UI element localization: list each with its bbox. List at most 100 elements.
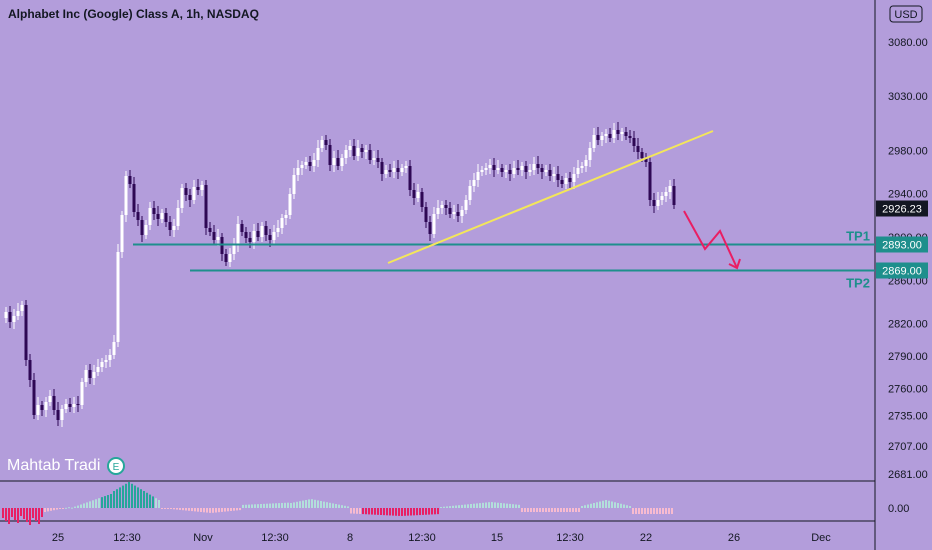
oscillator-bar [185,508,187,511]
oscillator-bar [605,500,607,508]
oscillator-bar [284,502,286,508]
candle-body [376,158,380,162]
candle-body [136,212,140,220]
candle-body [388,170,392,172]
oscillator-bar [41,508,43,517]
level-name-tp1: TP1 [846,229,870,244]
oscillator-bar [407,508,409,516]
oscillator-bar [551,508,553,512]
oscillator-bar [671,508,673,514]
price-tick-label: 2760.00 [888,384,928,396]
oscillator-bar [239,508,241,511]
oscillator-bar [62,508,64,509]
projection-arrowhead [728,258,741,270]
candle-body [544,170,548,172]
oscillator-bar [299,501,301,508]
oscillator-bar [26,508,28,522]
candle-body [212,232,216,240]
candle-body [360,148,364,152]
oscillator-bar [563,508,565,512]
candle-body [648,162,652,200]
price-tick-label: 2707.00 [888,441,928,453]
candle-body [120,215,124,252]
ascending-trendline[interactable] [387,130,714,264]
candle-body [560,180,564,184]
oscillator-bar [257,504,259,508]
price-tick-label: 2735.00 [888,411,928,423]
oscillator-bar [602,500,604,508]
time-tick-label: 25 [52,532,64,544]
oscillator-bar [80,504,82,508]
candle-body [656,200,660,206]
oscillator-bar [632,508,634,514]
oscillator-bar [347,506,349,508]
candle-body [660,196,664,200]
oscillator-bar [527,508,529,512]
candle-body [484,168,488,170]
candle-body [488,165,492,168]
candle-body [420,192,424,207]
svg-text:USD: USD [894,9,917,21]
candle-body [276,228,280,232]
oscillator-bar [197,508,199,512]
oscillator-bar [359,508,361,514]
oscillator-bar [221,508,223,512]
oscillator-bar [473,503,475,508]
oscillator-bar [554,508,556,512]
oscillator-bar [416,508,418,516]
oscillator-bar [374,508,376,515]
oscillator-bar [104,496,106,508]
candle-body [372,158,376,160]
svg-text:Mahtab Tradi: Mahtab Tradi [7,457,100,474]
oscillator-bar [599,501,601,508]
candle-body [348,146,352,150]
candle-body [480,170,484,172]
candle-body [384,170,388,174]
candle-body [608,134,612,138]
oscillator-bar [302,500,304,508]
oscillator-bar [398,508,400,516]
oscillator-bar [152,496,154,508]
oscillator-bar [587,504,589,508]
time-axis-ticks: 25 12:30 Nov 12:30 8 12:30 15 12:30 22 26 Dec [52,532,831,544]
oscillator-bar [590,503,592,508]
oscillator-bar [275,503,277,508]
candle-body [116,252,120,342]
oscillator-bar [428,508,430,515]
oscillator-bar [467,504,469,508]
oscillator-bar [2,508,4,518]
symbol-title: Alphabet Inc (Google) Class A, 1h, NASDA… [8,7,259,21]
candle-body [296,168,300,175]
oscillator-bar [293,502,295,508]
candle-body [628,136,632,138]
candle-body [464,200,468,210]
candle-body [460,210,464,216]
candle-body [652,200,656,206]
candle-body [248,238,252,242]
projection-arrow[interactable] [683,210,738,269]
candle-body [12,316,16,322]
candle-body [496,168,500,170]
candle-body [228,254,232,262]
oscillator-bar [218,508,220,513]
oscillator-bar [137,487,139,508]
oscillator-bar [404,508,406,516]
oscillator-bar [50,508,52,511]
oscillator-bar [158,500,160,508]
oscillator-bar [485,502,487,508]
currency-badge[interactable]: USD [889,5,923,23]
oscillator-bar [506,503,508,508]
candle-body [604,134,608,136]
candle-body [96,367,100,372]
candle-body [472,180,476,186]
oscillator-bar [614,502,616,508]
oscillator-bar [635,508,637,514]
candle-body [344,150,348,158]
candle-body [588,148,592,160]
candle-body [664,192,668,196]
oscillator-bar [482,502,484,508]
candle-body [60,409,64,420]
candle-body [84,370,88,382]
oscillator-bar [233,508,235,511]
